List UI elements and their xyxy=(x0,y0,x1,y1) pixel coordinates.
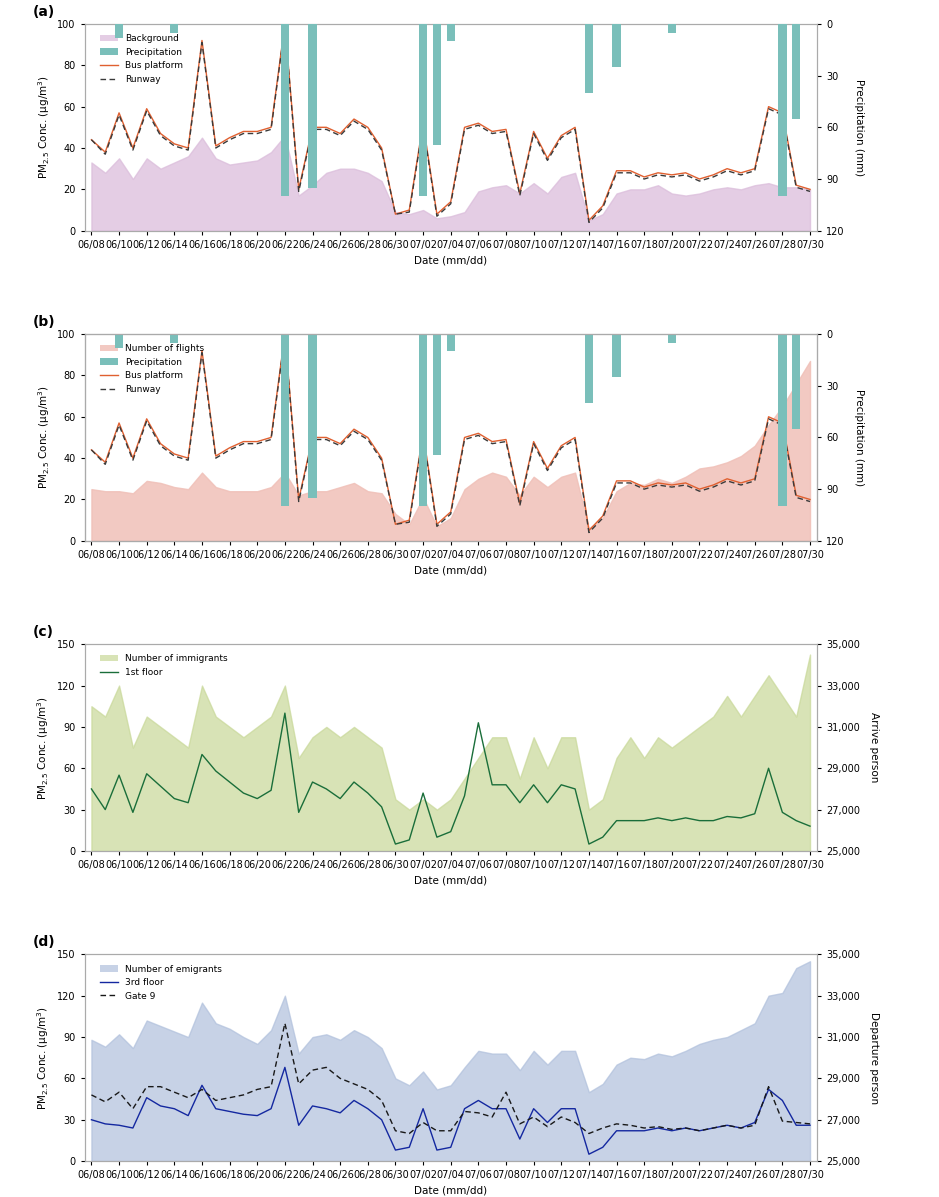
Bar xyxy=(585,24,593,93)
Bar xyxy=(170,24,178,32)
Bar xyxy=(668,24,676,32)
Bar xyxy=(447,24,454,41)
Bar xyxy=(612,334,621,377)
Bar xyxy=(778,334,787,506)
Bar xyxy=(115,334,123,348)
Bar xyxy=(433,334,441,455)
Text: (b): (b) xyxy=(33,315,55,329)
Bar xyxy=(793,24,800,119)
Y-axis label: PM$_{2.5}$ Conc. (μg/m$^3$): PM$_{2.5}$ Conc. (μg/m$^3$) xyxy=(36,1005,52,1110)
Text: (d): (d) xyxy=(33,935,55,949)
Bar xyxy=(612,24,621,67)
Bar xyxy=(281,24,289,196)
Bar xyxy=(170,334,178,342)
Y-axis label: Departure person: Departure person xyxy=(870,1011,880,1104)
Bar xyxy=(433,24,441,145)
Bar xyxy=(308,24,316,188)
Bar xyxy=(281,334,289,506)
Bar xyxy=(419,24,427,196)
Legend: Number of flights, Precipitation, Bus platform, Runway: Number of flights, Precipitation, Bus pl… xyxy=(97,341,208,397)
Text: (c): (c) xyxy=(33,625,54,639)
Y-axis label: Precipitation (mm): Precipitation (mm) xyxy=(854,79,864,176)
Bar xyxy=(115,24,123,38)
Legend: Number of emigrants, 3rd floor, Gate 9: Number of emigrants, 3rd floor, Gate 9 xyxy=(97,961,225,1004)
X-axis label: Date (mm/dd): Date (mm/dd) xyxy=(414,255,487,266)
Bar xyxy=(778,24,787,196)
Y-axis label: PM$_{2.5}$ Conc. (μg/m$^3$): PM$_{2.5}$ Conc. (μg/m$^3$) xyxy=(36,75,52,180)
X-axis label: Date (mm/dd): Date (mm/dd) xyxy=(414,565,487,576)
Y-axis label: PM$_{2.5}$ Conc. (μg/m$^3$): PM$_{2.5}$ Conc. (μg/m$^3$) xyxy=(36,695,52,800)
Bar xyxy=(793,334,800,429)
Y-axis label: Arrive person: Arrive person xyxy=(870,712,880,783)
Y-axis label: PM$_{2.5}$ Conc. (μg/m$^3$): PM$_{2.5}$ Conc. (μg/m$^3$) xyxy=(36,385,52,490)
X-axis label: Date (mm/dd): Date (mm/dd) xyxy=(414,875,487,886)
X-axis label: Date (mm/dd): Date (mm/dd) xyxy=(414,1186,487,1196)
Y-axis label: Precipitation (mm): Precipitation (mm) xyxy=(854,389,864,486)
Legend: Number of immigrants, 1st floor: Number of immigrants, 1st floor xyxy=(97,651,232,681)
Bar xyxy=(447,334,454,351)
Legend: Background, Precipitation, Bus platform, Runway: Background, Precipitation, Bus platform,… xyxy=(97,30,187,87)
Bar xyxy=(419,334,427,506)
Text: (a): (a) xyxy=(33,5,55,19)
Bar xyxy=(668,334,676,342)
Bar xyxy=(308,334,316,498)
Bar xyxy=(585,334,593,403)
